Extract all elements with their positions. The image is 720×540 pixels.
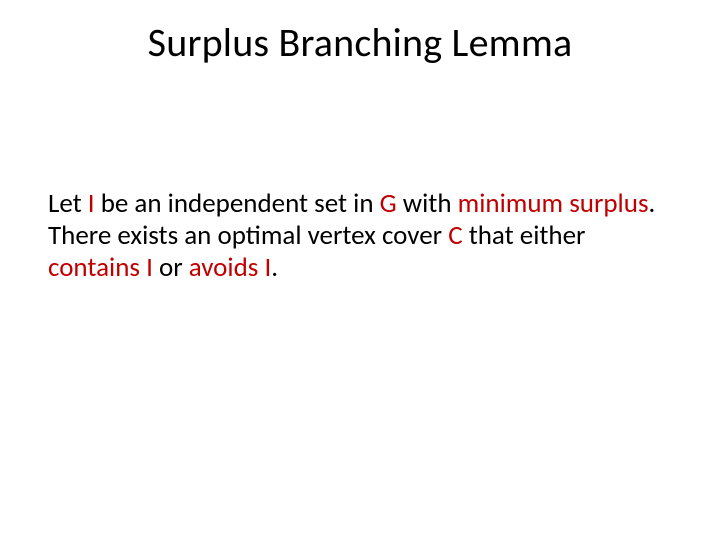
body-text: that either — [463, 219, 586, 252]
var-C: C — [448, 219, 462, 252]
body-text: Let — [48, 187, 88, 220]
var-G: G — [380, 187, 397, 220]
body-text: or — [153, 251, 189, 284]
slide-body: Let I be an independent set in G with mi… — [48, 188, 672, 284]
phrase-avoids: avoids — [189, 251, 265, 284]
body-text: with — [397, 187, 458, 220]
body-text: be an independent set in — [95, 187, 380, 220]
phrase-contains: contains — [48, 251, 146, 284]
var-I: I — [146, 251, 153, 284]
phrase-minimum-surplus: minimum surplus — [458, 187, 649, 220]
var-I: I — [88, 187, 95, 220]
slide: Surplus Branching Lemma Let I be an inde… — [0, 0, 720, 540]
body-text: . — [271, 251, 278, 284]
slide-title: Surplus Branching Lemma — [0, 18, 720, 67]
